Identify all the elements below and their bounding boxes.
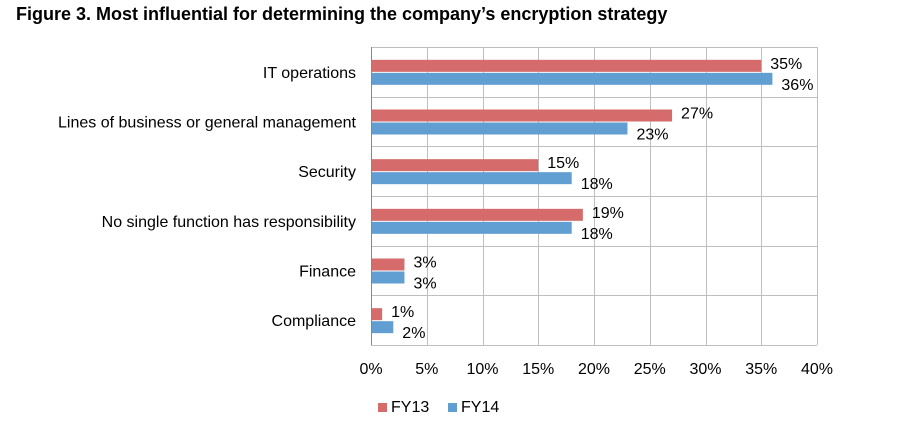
data-label-FY14-3: 18% bbox=[581, 226, 613, 243]
data-label-FY13-4: 3% bbox=[413, 255, 436, 272]
x-tick-label-15: 15% bbox=[522, 361, 554, 378]
data-label-FY14-5: 2% bbox=[402, 325, 425, 342]
data-label-FY13-2: 15% bbox=[547, 155, 579, 172]
category-separators bbox=[371, 47, 817, 346]
bar-FY13-0 bbox=[372, 59, 762, 72]
category-label-5: Compliance bbox=[272, 313, 357, 330]
bar-FY14-2 bbox=[372, 172, 572, 185]
category-label-4: Finance bbox=[299, 264, 356, 281]
bar-FY13-3 bbox=[372, 208, 583, 221]
bar-FY14-0 bbox=[372, 72, 773, 85]
x-tick-label-30: 30% bbox=[689, 361, 721, 378]
bar-FY13-4 bbox=[372, 258, 405, 271]
category-label-1: Lines of business or general management bbox=[58, 115, 357, 132]
bar-FY14-5 bbox=[372, 321, 394, 334]
legend-label-FY13: FY13 bbox=[391, 399, 429, 416]
chart-title: Figure 3. Most influential for determini… bbox=[16, 4, 668, 24]
bar-FY13-1 bbox=[372, 109, 673, 122]
legend-swatch-FY13 bbox=[378, 403, 387, 412]
x-tick-label-5: 5% bbox=[415, 361, 438, 378]
data-label-FY13-3: 19% bbox=[592, 205, 624, 222]
data-label-FY14-1: 23% bbox=[636, 127, 668, 144]
bar-FY13-2 bbox=[372, 159, 539, 172]
bar-FY14-1 bbox=[372, 122, 628, 135]
data-label-FY13-5: 1% bbox=[391, 304, 414, 321]
data-labels: 35%36%27%23%15%18%19%18%3%3%1%2% bbox=[391, 56, 813, 342]
data-label-FY14-4: 3% bbox=[413, 276, 436, 293]
x-axis-tick-labels: 0% 5% 10% 15% 20% 25% 30% 35% 40% bbox=[359, 361, 833, 378]
data-label-FY14-2: 18% bbox=[581, 176, 613, 193]
bars bbox=[372, 59, 773, 334]
x-tick-label-10: 10% bbox=[466, 361, 498, 378]
x-tick-label-20: 20% bbox=[578, 361, 610, 378]
data-label-FY14-0: 36% bbox=[781, 77, 813, 94]
data-label-FY13-0: 35% bbox=[770, 56, 802, 73]
category-labels: IT operations Lines of business or genera… bbox=[58, 65, 357, 330]
data-label-FY13-1: 27% bbox=[681, 106, 713, 123]
bar-FY13-5 bbox=[372, 308, 383, 321]
bar-FY14-3 bbox=[372, 221, 572, 234]
category-label-2: Security bbox=[298, 164, 356, 181]
legend: FY13 FY14 bbox=[378, 399, 499, 416]
category-label-0: IT operations bbox=[263, 65, 356, 82]
category-label-3: No single function has responsibility bbox=[102, 214, 356, 231]
bar-FY14-4 bbox=[372, 271, 405, 284]
x-tick-label-25: 25% bbox=[634, 361, 666, 378]
legend-label-FY14: FY14 bbox=[461, 399, 499, 416]
legend-swatch-FY14 bbox=[448, 403, 457, 412]
x-tick-label-0: 0% bbox=[359, 361, 382, 378]
x-tick-label-40: 40% bbox=[801, 361, 833, 378]
x-tick-label-35: 35% bbox=[745, 361, 777, 378]
